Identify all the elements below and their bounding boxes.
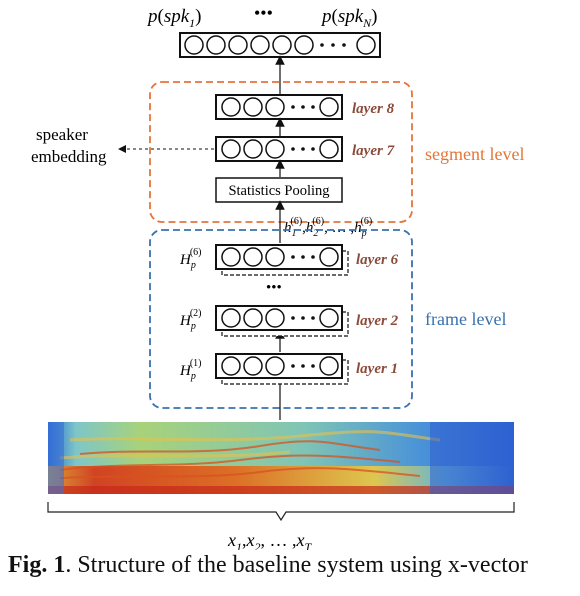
spectrogram-image: [48, 422, 514, 494]
figure-number: Fig. 1: [8, 552, 66, 578]
output-neurons: [184, 35, 376, 55]
input-brace: [47, 502, 515, 522]
segment-level-title: segment level: [425, 144, 524, 164]
frame-level-title: frame level: [425, 309, 506, 329]
figure-caption: Fig. 1. Structure of the baseline system…: [8, 552, 578, 579]
xvector-diagram: p(spk1) ••• p(spkN) segment level layer …: [31, 3, 524, 550]
layer-8: layer 8: [215, 94, 395, 120]
layer-8-label: layer 8: [352, 101, 395, 117]
caption-text: . Structure of the baseline system using…: [65, 552, 528, 578]
output-label-spkN: p(spkN): [320, 6, 378, 30]
layer-6: layer 6 Hp(6): [179, 244, 399, 276]
speaker-embedding-label-line2: embedding: [31, 147, 107, 166]
segment-level-region: [149, 81, 413, 223]
frame-level-region: [149, 229, 413, 409]
h-sequence: h1(6),h2(6), … ,hp(6): [284, 216, 372, 239]
input-sequence-label: x1,x2, … ,xT: [227, 530, 313, 550]
layer-1-label: layer 1: [356, 361, 398, 377]
output-neuron-dots: [320, 43, 346, 47]
layer-7-label: layer 7: [352, 143, 395, 159]
between-layer-dots: •••: [266, 280, 282, 296]
layer-7: layer 7: [215, 136, 395, 162]
layer-6-label: layer 6: [356, 252, 399, 268]
H6-label: Hp(6): [179, 247, 202, 271]
statistics-pooling-label: Statistics Pooling: [228, 183, 329, 199]
output-layer: p(spk1) ••• p(spkN): [146, 3, 381, 58]
speaker-embedding-label-line1: speaker: [36, 125, 88, 144]
output-dots: •••: [254, 3, 273, 23]
output-label-spk1: p(spk1): [146, 6, 201, 30]
H1-label: Hp(1): [179, 358, 202, 382]
layer-2-label: layer 2: [356, 313, 399, 329]
H2-label: Hp(2): [179, 308, 202, 332]
statistics-pooling-box: [215, 177, 343, 203]
layer-2: layer 2 Hp(2): [179, 305, 399, 337]
layer-1: layer 1 Hp(1): [179, 353, 398, 385]
